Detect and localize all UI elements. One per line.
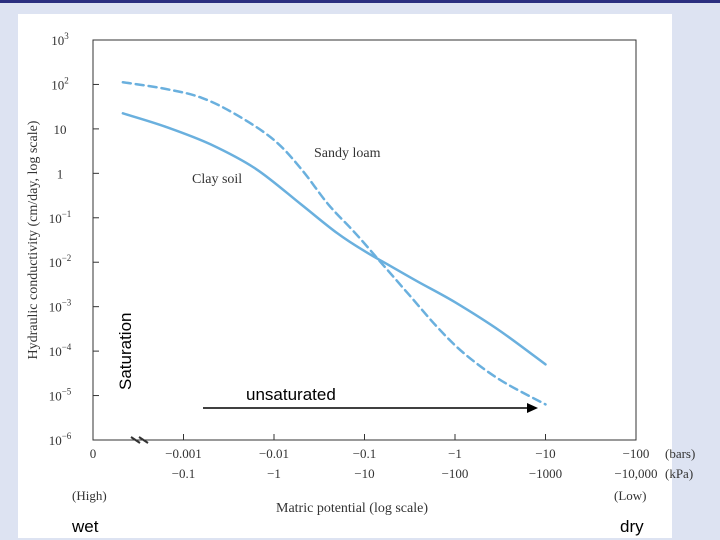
y-tick-label: 10−6 xyxy=(49,431,72,448)
y-tick-label: 10−1 xyxy=(49,209,72,226)
y-tick-label: 10 xyxy=(54,122,67,137)
x-tick-label-kpa: −0.1 xyxy=(172,466,196,481)
plot-frame xyxy=(92,39,637,444)
x-unit-kpa: (kPa) xyxy=(665,466,693,481)
x-tick-label-kpa: −100 xyxy=(442,466,469,481)
x-unit-bars: (bars) xyxy=(665,446,695,461)
series-lines xyxy=(121,80,547,406)
series-label-sandy-loam: Sandy loam xyxy=(314,146,381,161)
x-tick-label-bars: −0.001 xyxy=(165,446,202,461)
y-tick-label: 10−3 xyxy=(49,298,72,315)
wet-label: wet xyxy=(71,517,99,536)
x-end-label-low: (Low) xyxy=(614,488,647,503)
x-tick-label-bars: −0.1 xyxy=(353,446,377,461)
x-tick-label-bars: −10 xyxy=(535,446,555,461)
y-tick-label: 10−4 xyxy=(49,342,72,359)
slide-panel xyxy=(18,14,672,538)
x-tick-label-kpa: −1000 xyxy=(529,466,562,481)
x-tick-label-bars: −0.01 xyxy=(259,446,289,461)
dry-label: dry xyxy=(620,517,644,536)
x-tick-label-kpa: −10,000 xyxy=(614,466,657,481)
x-end-label-high: (High) xyxy=(72,488,107,503)
unsaturated-arrowhead xyxy=(527,403,538,413)
plot-border xyxy=(92,39,637,441)
x-axis-break xyxy=(130,436,149,444)
x-tick-label-bars: 0 xyxy=(90,446,97,461)
series-line-sandy-loam xyxy=(121,80,547,406)
saturation-annotation: Saturation xyxy=(116,313,135,391)
y-axis-title: Hydraulic conductivity (cm/day, log scal… xyxy=(26,120,41,359)
unsaturated-annotation: unsaturated xyxy=(246,385,336,404)
x-tick-label-bars: −1 xyxy=(448,446,462,461)
x-tick-label-bars: −100 xyxy=(623,446,650,461)
top-border xyxy=(0,0,720,3)
x-axis-title: Matric potential (log scale) xyxy=(276,501,428,516)
y-tick-label: 1 xyxy=(57,166,64,181)
y-tick-label: 102 xyxy=(51,75,69,92)
x-tick-label-kpa: −10 xyxy=(354,466,374,481)
y-tick-label: 10−2 xyxy=(49,253,72,270)
x-tick-label-kpa: −1 xyxy=(267,466,281,481)
y-tick-label: 10−5 xyxy=(49,387,72,404)
y-tick-label: 103 xyxy=(51,31,69,48)
series-line-clay-soil xyxy=(121,112,547,366)
x-tick-labels: 0 −0.001 −0.1 −0.01 −1 −0.1 −10 −1 −100 −10 −1000 −… xyxy=(90,434,658,481)
y-tick-labels: 10−6 10−5 10−4 10−3 10−2 10−1 1 10 102 103 xyxy=(49,31,99,448)
series-label-clay-soil: Clay soil xyxy=(192,172,242,187)
